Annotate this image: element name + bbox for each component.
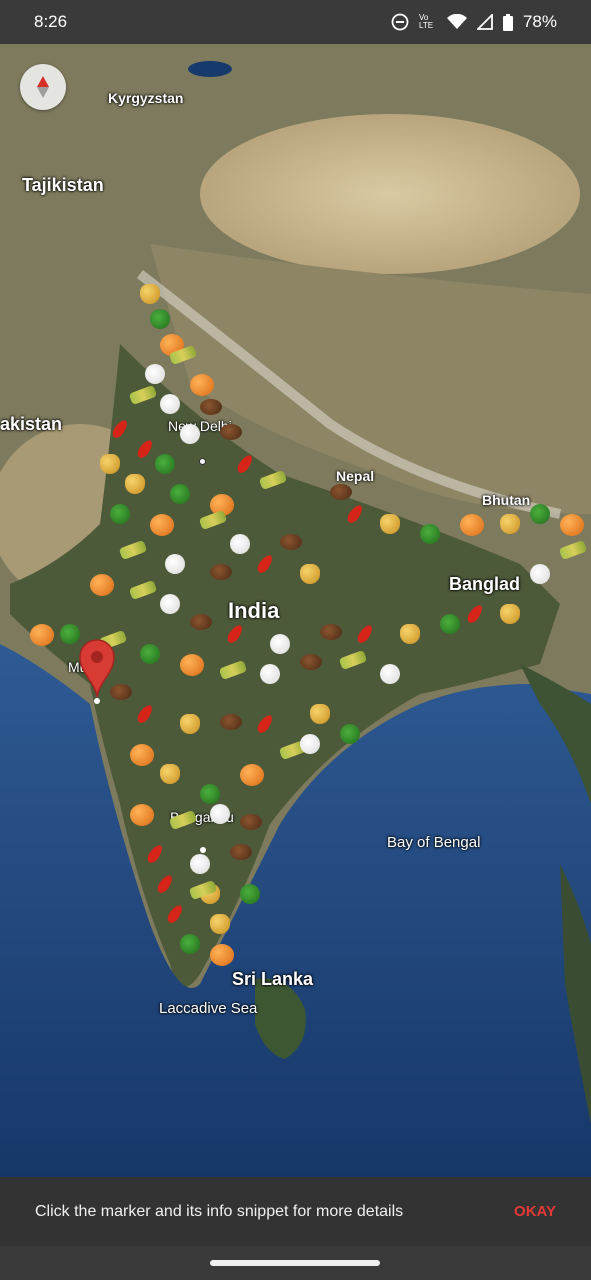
coffee-bean-icon[interactable]	[190, 614, 212, 630]
coffee-bean-icon[interactable]	[280, 534, 302, 550]
coffee-bean-icon[interactable]	[320, 624, 342, 640]
snackbar-message: Click the marker and its info snippet fo…	[35, 1202, 404, 1220]
coffee-bean-icon[interactable]	[330, 484, 352, 500]
pumpkin-icon[interactable]	[210, 494, 234, 516]
leaf-icon[interactable]	[200, 784, 220, 804]
pumpkin-icon[interactable]	[130, 804, 154, 826]
cotton-icon[interactable]	[190, 854, 210, 874]
pumpkin-icon[interactable]	[180, 654, 204, 676]
coffee-bean-icon[interactable]	[210, 564, 232, 580]
label-pakistan: akistan	[0, 414, 63, 434]
label-india: India	[228, 598, 280, 623]
leaf-icon[interactable]	[150, 309, 170, 329]
leaf-icon[interactable]	[60, 624, 80, 644]
cotton-icon[interactable]	[210, 804, 230, 824]
pumpkin-icon[interactable]	[460, 514, 484, 536]
pumpkin-icon[interactable]	[30, 624, 54, 646]
leaf-icon[interactable]	[240, 884, 260, 904]
coffee-bean-icon[interactable]	[240, 814, 262, 830]
leaf-icon[interactable]	[440, 614, 460, 634]
leaf-icon[interactable]	[180, 934, 200, 954]
coffee-bean-icon[interactable]	[110, 684, 132, 700]
coffee-bean-icon[interactable]	[220, 424, 242, 440]
do-not-disturb-icon	[391, 13, 409, 31]
cotton-icon[interactable]	[160, 394, 180, 414]
volte-icon: Vo LTE	[418, 13, 434, 30]
label-bay-of-bengal: Bay of Bengal	[387, 834, 481, 851]
okay-button[interactable]: OKAY	[514, 1203, 556, 1220]
label-sri-lanka: Sri Lanka	[232, 969, 314, 989]
cotton-icon[interactable]	[300, 734, 320, 754]
wheat-icon[interactable]	[500, 514, 520, 534]
pumpkin-icon[interactable]	[190, 374, 214, 396]
home-gesture-handle[interactable]	[210, 1260, 380, 1266]
pumpkin-icon[interactable]	[560, 514, 584, 536]
battery-icon	[502, 13, 513, 31]
cotton-icon[interactable]	[165, 554, 185, 574]
navigation-bar	[0, 1246, 591, 1280]
wifi-icon	[446, 14, 467, 30]
battery-percent: 78%	[522, 12, 557, 31]
leaf-icon[interactable]	[155, 454, 175, 474]
wheat-icon[interactable]	[160, 764, 180, 784]
leaf-icon[interactable]	[170, 484, 190, 504]
cotton-icon[interactable]	[530, 564, 550, 584]
wheat-icon[interactable]	[125, 474, 145, 494]
city-dot	[200, 847, 206, 853]
wheat-icon[interactable]	[500, 604, 520, 624]
label-nepal: Nepal	[336, 468, 375, 484]
cotton-icon[interactable]	[160, 594, 180, 614]
coffee-bean-icon[interactable]	[200, 399, 222, 415]
pumpkin-icon[interactable]	[210, 944, 234, 966]
status-bar: 8:26 Vo LTE 78%	[0, 0, 591, 44]
leaf-icon[interactable]	[340, 724, 360, 744]
cotton-icon[interactable]	[380, 664, 400, 684]
leaf-icon[interactable]	[530, 504, 550, 524]
compass-icon[interactable]	[20, 64, 66, 110]
cotton-icon[interactable]	[270, 634, 290, 654]
cotton-icon[interactable]	[230, 534, 250, 554]
wheat-icon[interactable]	[210, 914, 230, 934]
snackbar: Click the marker and its info snippet fo…	[0, 1177, 591, 1246]
city-dot	[94, 698, 100, 704]
status-icons: Vo LTE 78%	[391, 12, 557, 32]
wheat-icon[interactable]	[180, 714, 200, 734]
coffee-bean-icon[interactable]	[300, 654, 322, 670]
wheat-icon[interactable]	[100, 454, 120, 474]
label-kyrgyzstan: Kyrgyzstan	[108, 90, 184, 106]
leaf-icon[interactable]	[140, 644, 160, 664]
cotton-icon[interactable]	[260, 664, 280, 684]
pumpkin-icon[interactable]	[90, 574, 114, 596]
wheat-icon[interactable]	[380, 514, 400, 534]
label-tajikistan: Tajikistan	[22, 175, 104, 195]
map-pin-icon[interactable]	[78, 637, 116, 701]
cotton-icon[interactable]	[145, 364, 165, 384]
leaf-icon[interactable]	[110, 504, 130, 524]
label-laccadive-sea: Laccadive Sea	[159, 1000, 258, 1017]
map-terrain	[0, 44, 591, 1177]
leaf-icon[interactable]	[420, 524, 440, 544]
wheat-icon[interactable]	[140, 284, 160, 304]
wheat-icon[interactable]	[310, 704, 330, 724]
status-time: 8:26	[34, 12, 68, 31]
pumpkin-icon[interactable]	[130, 744, 154, 766]
coffee-bean-icon[interactable]	[220, 714, 242, 730]
wheat-icon[interactable]	[300, 564, 320, 584]
wheat-icon[interactable]	[400, 624, 420, 644]
map-view[interactable]: Kyrgyzstan Tajikistan akistan New Delhi …	[0, 44, 591, 1177]
cotton-icon[interactable]	[180, 424, 200, 444]
coffee-bean-icon[interactable]	[230, 844, 252, 860]
label-bhutan: Bhutan	[482, 492, 531, 508]
signal-icon	[476, 14, 493, 30]
city-dot	[199, 458, 206, 465]
pumpkin-icon[interactable]	[240, 764, 264, 786]
pumpkin-icon[interactable]	[150, 514, 174, 536]
label-bangladesh: Banglad	[449, 574, 521, 594]
